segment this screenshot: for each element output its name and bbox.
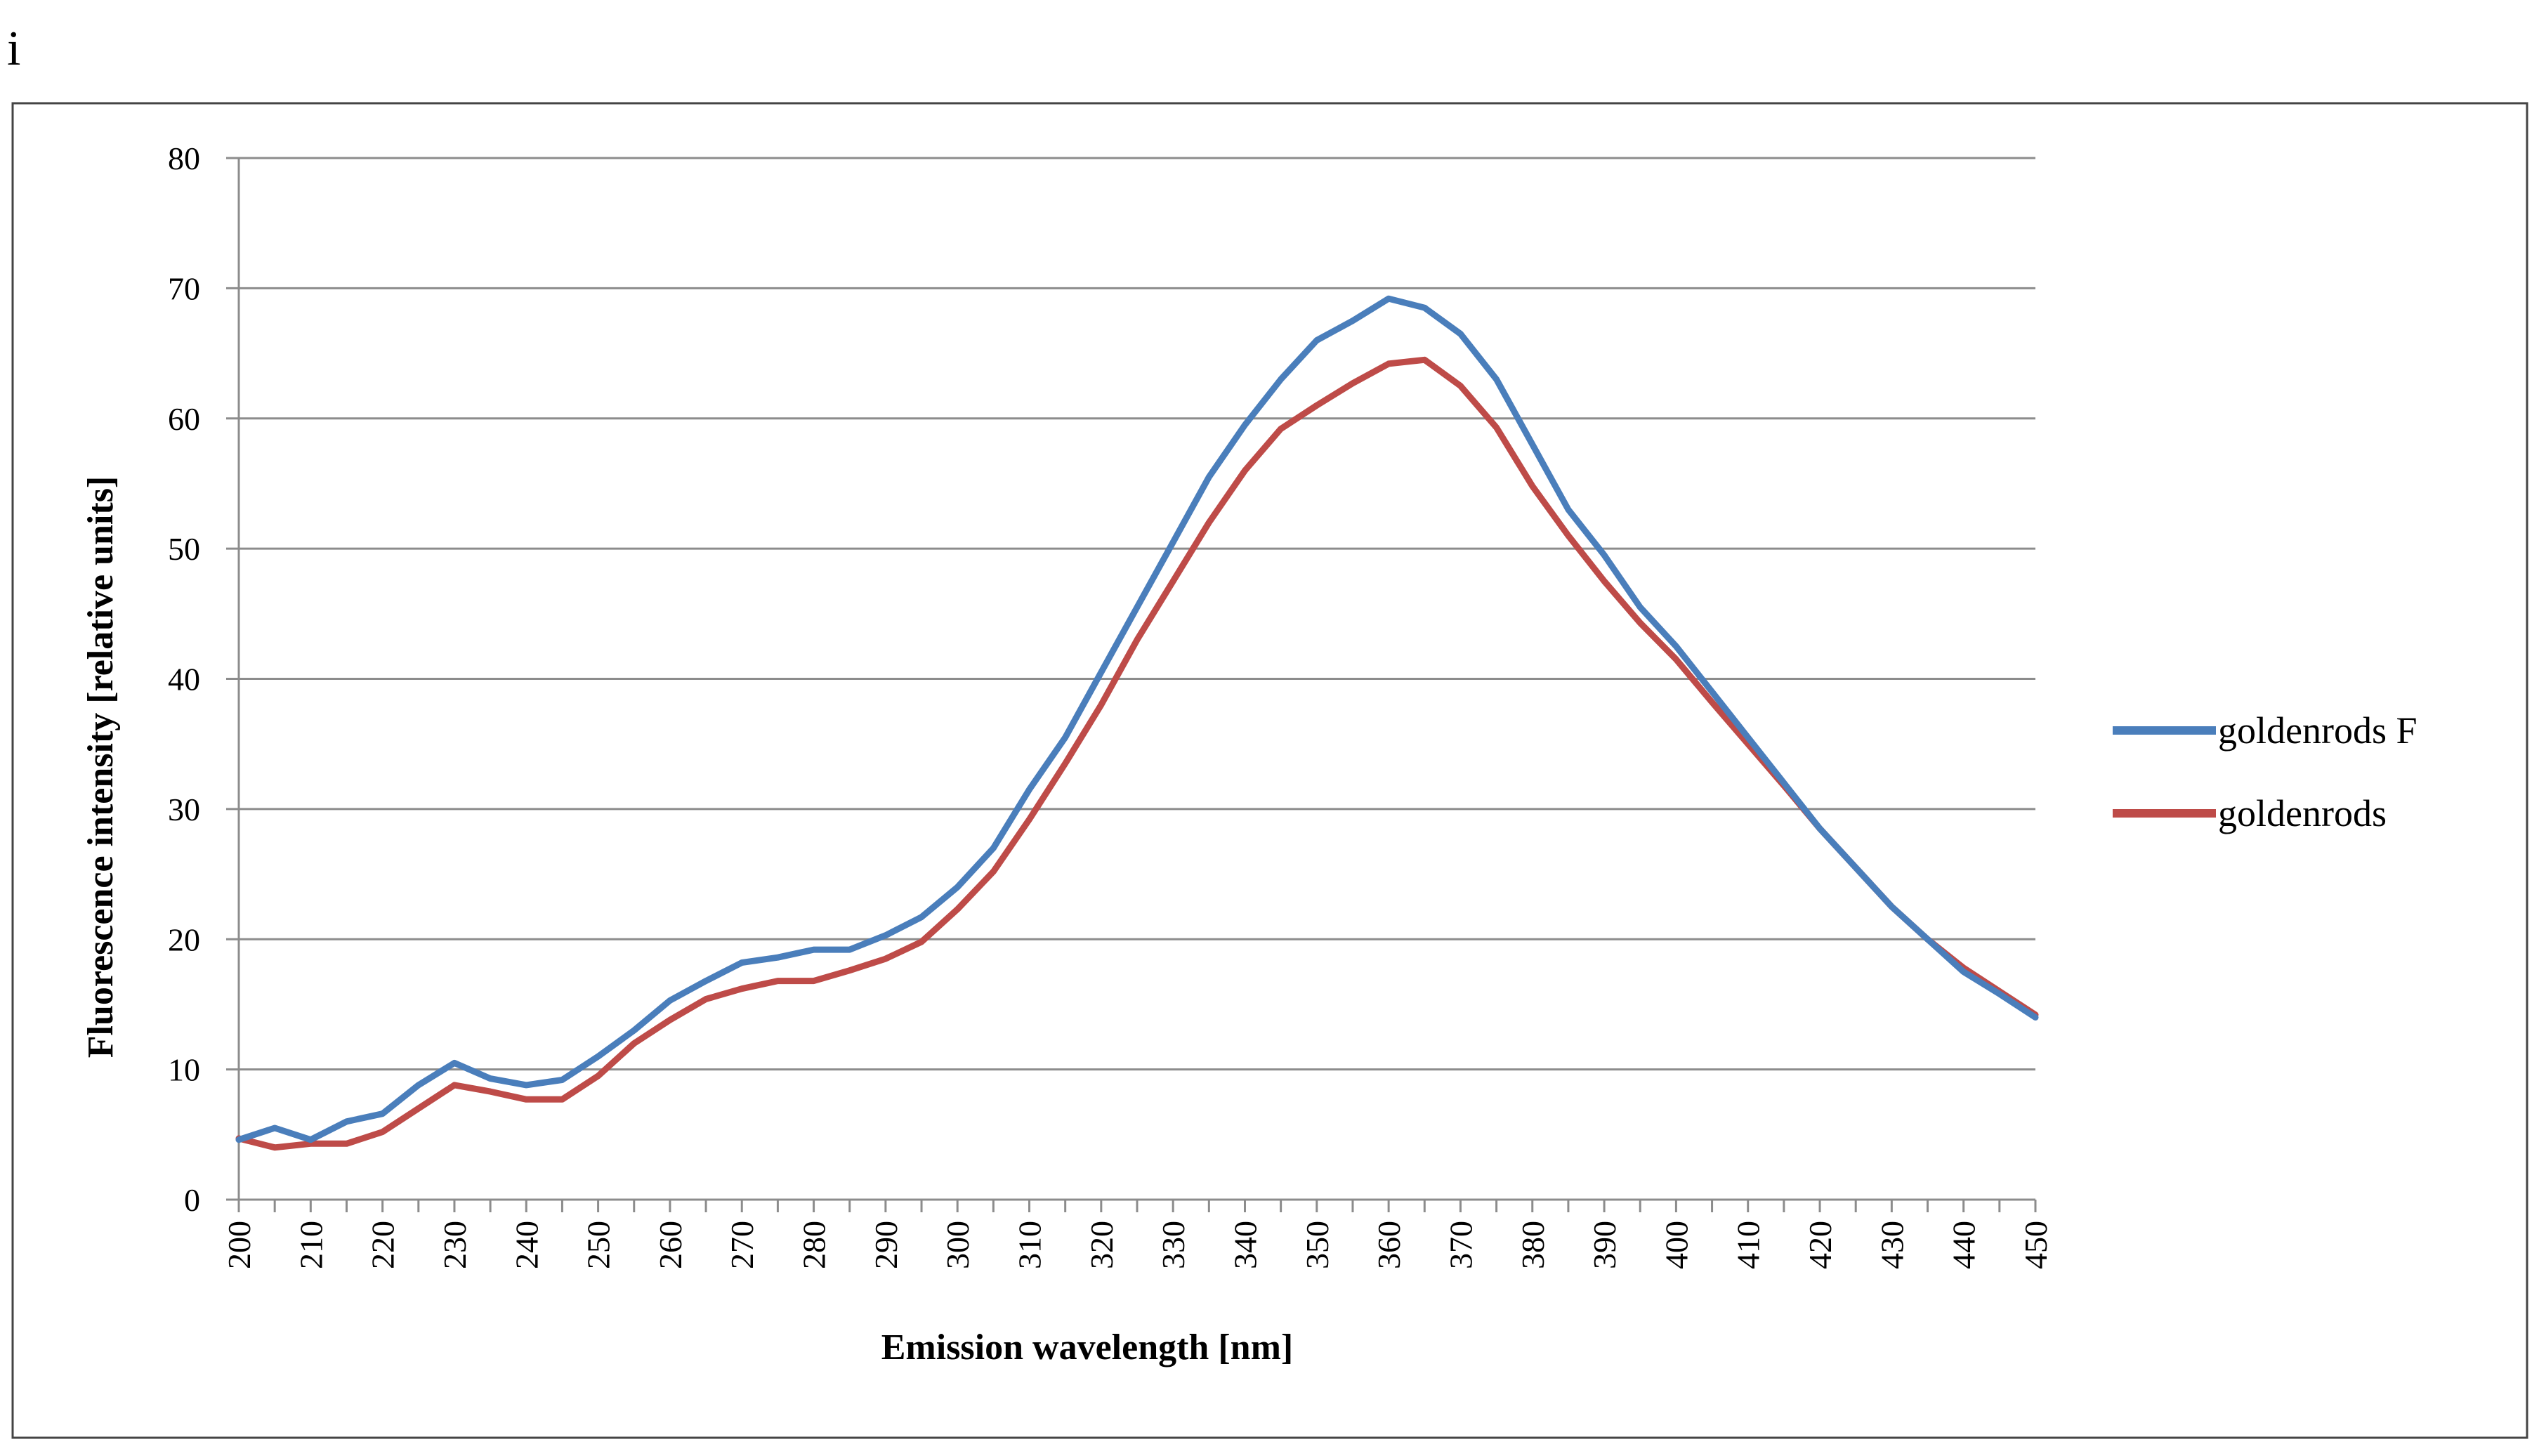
x-tick-label-200: 200 — [221, 1221, 257, 1269]
x-tick-label-440: 440 — [1946, 1221, 1982, 1269]
x-tick-label-230: 230 — [437, 1221, 473, 1269]
grid — [239, 157, 2035, 1071]
x-tick-label-340: 340 — [1227, 1221, 1263, 1269]
y-tick-label-80: 80 — [168, 140, 200, 176]
x-tick-label-270: 270 — [724, 1221, 760, 1269]
x-tick-label-330: 330 — [1155, 1221, 1191, 1269]
x-tick-label-420: 420 — [1802, 1221, 1838, 1269]
y-tick-label-30: 30 — [168, 792, 200, 827]
x-tick-label-360: 360 — [1371, 1221, 1407, 1269]
y-tick-label-50: 50 — [168, 531, 200, 567]
y-tick-label-40: 40 — [168, 662, 200, 697]
series-line-goldenrods — [235, 356, 2039, 1151]
x-tick-label-260: 260 — [652, 1221, 688, 1269]
x-tick-label-450: 450 — [2018, 1221, 2054, 1269]
x-tick-label-220: 220 — [365, 1221, 401, 1269]
y-tick-label-10: 10 — [168, 1052, 200, 1088]
chart-border — [11, 102, 2528, 1439]
x-axis-title: Emission wavelength [nm] — [881, 1327, 1293, 1368]
x-tick-label-310: 310 — [1012, 1221, 1048, 1269]
panel-label: i — [7, 22, 21, 76]
x-tick-label-290: 290 — [868, 1221, 904, 1269]
series-group — [235, 295, 2039, 1151]
x-tick-label-350: 350 — [1299, 1221, 1335, 1269]
y-tick-label-0: 0 — [184, 1182, 200, 1218]
y-axis-title: Fluorescence intensity [relative units] — [81, 476, 121, 1058]
x-tick-label-390: 390 — [1587, 1221, 1622, 1269]
x-tick-label-410: 410 — [1731, 1221, 1766, 1269]
x-tick-label-280: 280 — [796, 1221, 832, 1269]
x-tick-label-380: 380 — [1515, 1221, 1551, 1269]
legend: goldenrods F goldenrods — [2113, 709, 2417, 834]
y-tick-labels: 0 10 20 30 40 50 60 70 80 — [168, 140, 200, 1218]
y-tick-label-60: 60 — [168, 401, 200, 437]
x-tick-label-300: 300 — [940, 1221, 976, 1269]
axes — [226, 157, 2037, 1212]
x-tick-label-210: 210 — [293, 1221, 329, 1269]
x-tick-label-400: 400 — [1658, 1221, 1694, 1269]
x-tick-label-370: 370 — [1443, 1221, 1478, 1269]
x-tick-label-430: 430 — [1874, 1221, 1910, 1269]
series-line-goldenrods-f — [235, 295, 2039, 1143]
y-tick-label-20: 20 — [168, 922, 200, 957]
x-tick-label-240: 240 — [509, 1221, 544, 1269]
legend-label-0: goldenrods F — [2218, 709, 2417, 752]
x-tick-labels: 200 210 220 230 240 250 260 270 280 290 300 310 320 3… — [221, 1221, 2054, 1269]
x-tick-label-250: 250 — [581, 1221, 617, 1269]
legend-label-1: goldenrods — [2218, 792, 2387, 834]
y-tick-label-70: 70 — [168, 270, 200, 306]
x-tick-label-320: 320 — [1084, 1221, 1120, 1269]
